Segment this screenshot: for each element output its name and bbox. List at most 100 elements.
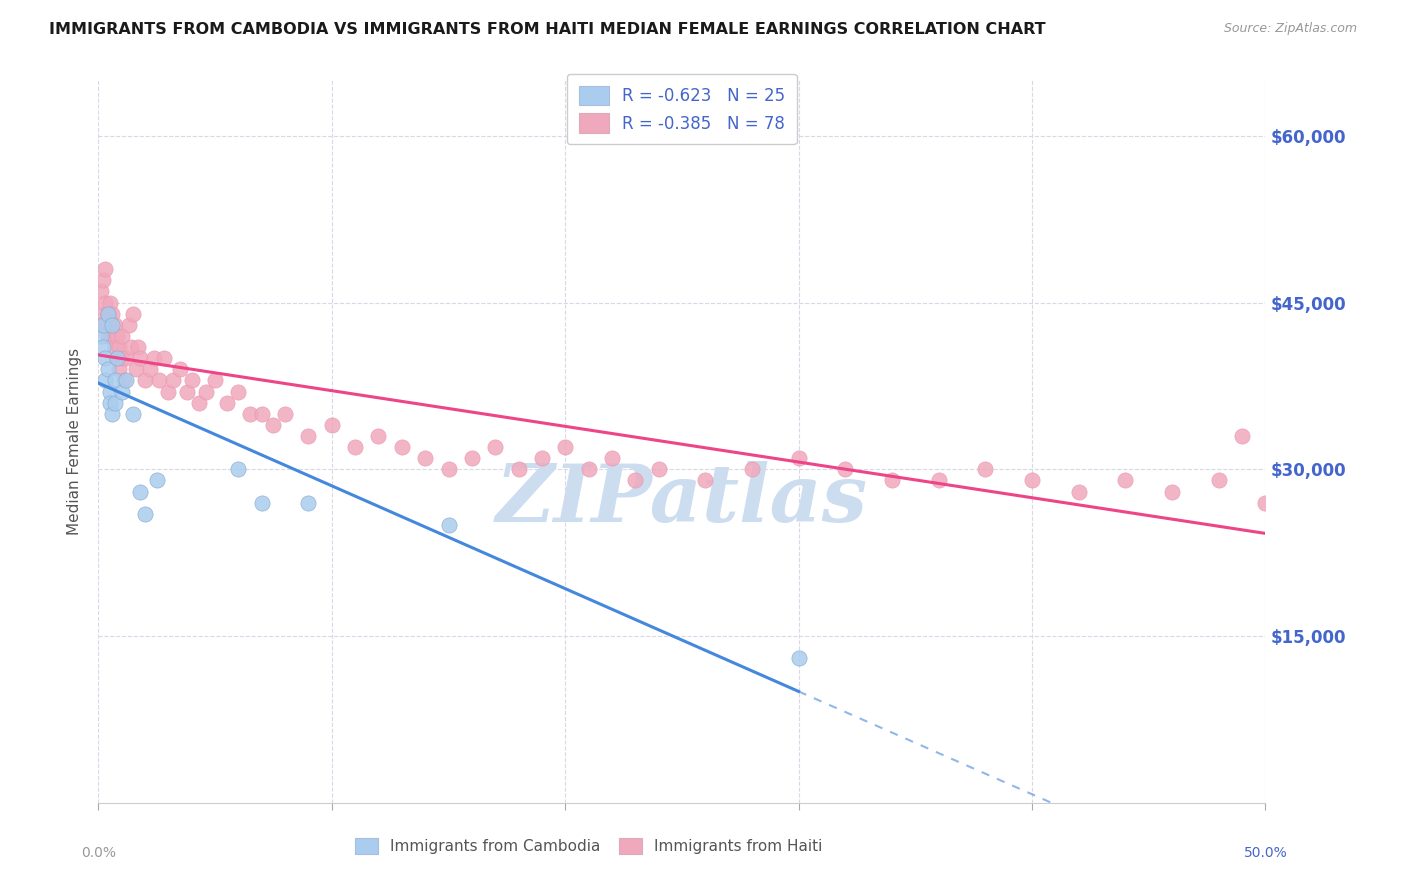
Point [228, 384, 250, 399]
Point [94, 262, 117, 277]
Point [91, 307, 114, 321]
Point [127, 340, 149, 354]
Point [1114, 474, 1136, 488]
Point [105, 351, 128, 366]
Point [176, 384, 198, 399]
Point [1067, 484, 1090, 499]
Point [94, 295, 117, 310]
Point [787, 451, 810, 466]
Point [129, 351, 152, 366]
Point [91, 273, 114, 287]
Point [274, 407, 297, 421]
Point [1254, 496, 1277, 510]
Point [97, 362, 120, 376]
Point [98, 318, 121, 332]
Point [115, 373, 138, 387]
Point [111, 351, 134, 366]
Point [105, 351, 128, 366]
Point [91, 340, 114, 354]
Point [94, 373, 117, 387]
Point [108, 340, 131, 354]
Point [115, 351, 138, 366]
Point [111, 329, 134, 343]
Point [578, 462, 600, 476]
Point [600, 451, 623, 466]
Point [367, 429, 389, 443]
Text: IMMIGRANTS FROM CAMBODIA VS IMMIGRANTS FROM HAITI MEDIAN FEMALE EARNINGS CORRELA: IMMIGRANTS FROM CAMBODIA VS IMMIGRANTS F… [49, 22, 1046, 37]
Point [122, 307, 145, 321]
Point [94, 351, 117, 366]
Point [741, 462, 763, 476]
Point [101, 329, 124, 343]
Y-axis label: Median Female Earnings: Median Female Earnings [67, 348, 83, 535]
Text: ZIPatlas: ZIPatlas [496, 460, 868, 538]
Point [180, 373, 202, 387]
Point [228, 462, 250, 476]
Point [104, 318, 127, 332]
Point [97, 307, 120, 321]
Point [94, 318, 117, 332]
Point [125, 362, 148, 376]
Point [101, 407, 124, 421]
Point [250, 407, 273, 421]
Point [187, 395, 209, 409]
Point [344, 440, 367, 454]
Point [437, 517, 460, 532]
Point [118, 318, 141, 332]
Point [250, 496, 273, 510]
Point [90, 329, 112, 343]
Point [129, 484, 152, 499]
Point [484, 440, 506, 454]
Point [508, 462, 530, 476]
Point [169, 362, 191, 376]
Point [239, 407, 262, 421]
Point [152, 351, 174, 366]
Point [880, 474, 903, 488]
Point [162, 373, 184, 387]
Point [112, 373, 135, 387]
Point [111, 384, 134, 399]
Point [97, 307, 120, 321]
Point [1021, 474, 1043, 488]
Point [139, 362, 162, 376]
Point [120, 340, 142, 354]
Point [647, 462, 669, 476]
Point [90, 318, 112, 332]
Point [215, 395, 238, 409]
Text: Source: ZipAtlas.com: Source: ZipAtlas.com [1223, 22, 1357, 36]
Point [104, 395, 127, 409]
Point [105, 329, 128, 343]
Point [461, 451, 484, 466]
Point [1161, 484, 1184, 499]
Point [695, 474, 717, 488]
Legend: Immigrants from Cambodia, Immigrants from Haiti: Immigrants from Cambodia, Immigrants fro… [349, 832, 828, 860]
Point [928, 474, 950, 488]
Point [262, 417, 284, 432]
Point [297, 496, 319, 510]
Point [624, 474, 647, 488]
Point [97, 329, 120, 343]
Point [391, 440, 413, 454]
Point [104, 373, 127, 387]
Point [204, 373, 226, 387]
Point [413, 451, 436, 466]
Point [134, 507, 156, 521]
Point [321, 417, 343, 432]
Point [98, 295, 121, 310]
Point [437, 462, 460, 476]
Point [194, 384, 217, 399]
Point [554, 440, 576, 454]
Text: 50.0%: 50.0% [1243, 847, 1288, 860]
Point [834, 462, 856, 476]
Point [530, 451, 553, 466]
Point [1208, 474, 1230, 488]
Point [146, 474, 169, 488]
Point [90, 285, 112, 299]
Point [104, 340, 127, 354]
Point [98, 395, 121, 409]
Point [157, 384, 180, 399]
Point [787, 651, 810, 665]
Point [1230, 429, 1253, 443]
Point [98, 384, 121, 399]
Point [91, 318, 114, 332]
